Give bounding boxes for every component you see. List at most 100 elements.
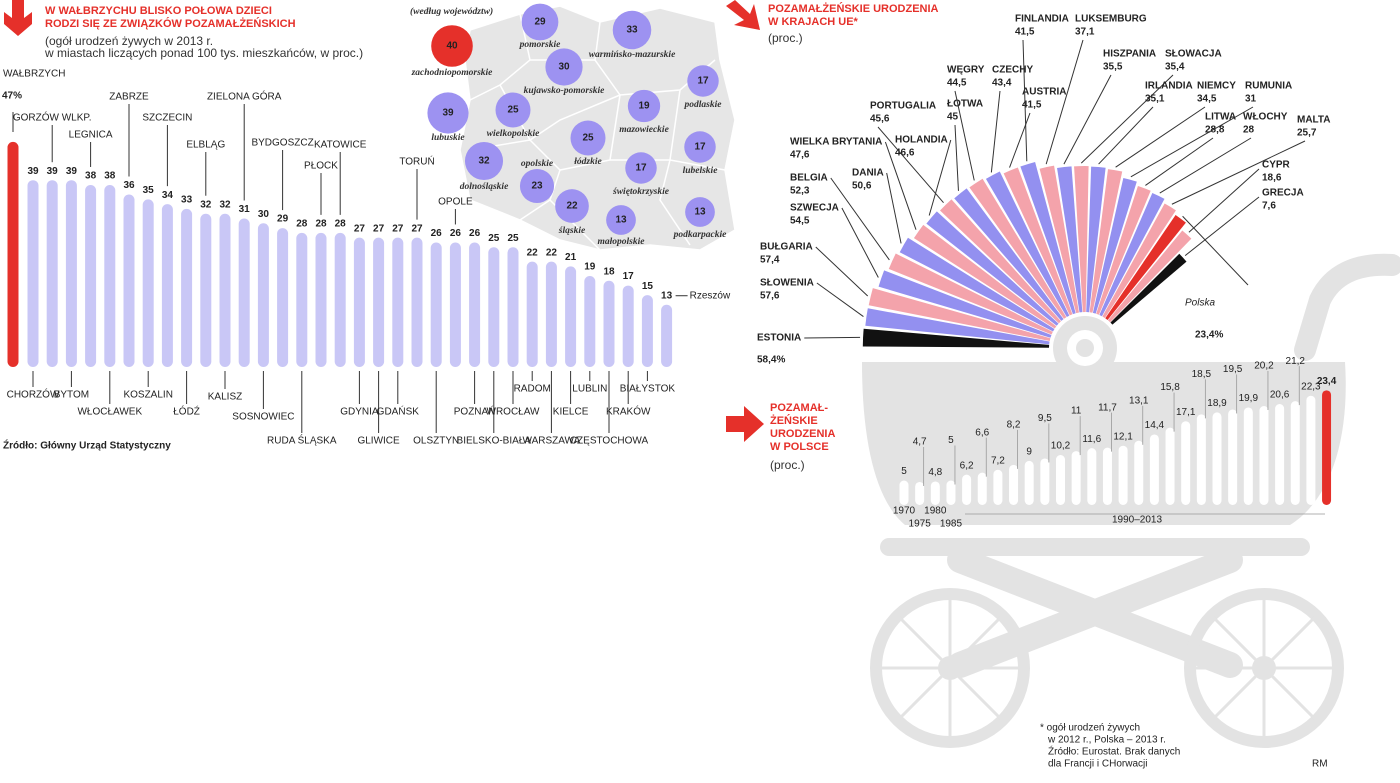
bar <box>27 180 39 367</box>
country-label: CZECHY <box>992 65 1033 76</box>
country-label: CYPR <box>1262 160 1291 171</box>
city-label: BIELSKO-BIAŁA <box>457 436 532 447</box>
hub <box>1076 339 1094 357</box>
bar <box>1149 434 1159 505</box>
fan-segment <box>1057 166 1083 313</box>
country-label: BELGIA <box>790 173 828 184</box>
value-label: 13 <box>661 290 673 301</box>
bar <box>1259 406 1269 505</box>
value-label: 19,5 <box>1223 364 1243 375</box>
region-label: śląskie <box>558 226 586 236</box>
bar <box>257 223 269 367</box>
fan-segment <box>899 237 1055 332</box>
leader-line <box>804 336 861 339</box>
value-label: 39 <box>47 166 59 177</box>
leader-line <box>1098 106 1154 165</box>
leader-line <box>1130 106 1254 178</box>
region-label: łódzkie <box>573 157 602 167</box>
bar <box>373 237 385 367</box>
city-label: SOSNOWIEC <box>232 412 294 423</box>
region-value: 13 <box>694 207 706 218</box>
value-label: 39 <box>66 166 78 177</box>
value-label: 54,5 <box>790 216 810 227</box>
chart-title: W POLSCE <box>770 441 829 453</box>
bar <box>392 237 404 367</box>
value-label: 22 <box>527 247 539 258</box>
bar <box>430 242 442 367</box>
country-label: LITWA <box>1205 112 1236 123</box>
value-label: 19,9 <box>1239 393 1259 404</box>
credit: RM <box>1312 759 1328 770</box>
fan-segment <box>1020 161 1076 315</box>
country-label: WŁOCHY <box>1243 112 1288 123</box>
bar <box>962 474 972 505</box>
value-label: 27 <box>392 223 404 234</box>
fan-segment <box>1086 166 1106 313</box>
chart-title: W WAŁBRZYCHU BLISKO POŁOWA DZIECI <box>45 5 272 17</box>
bar <box>1306 395 1316 505</box>
country-label: WĘGRY <box>947 65 985 76</box>
value-label: 26 <box>450 228 462 239</box>
city-label: BYDGOSZCZ <box>251 138 313 149</box>
country-label: ESTONIA <box>757 333 801 344</box>
bar <box>545 261 557 367</box>
footnote: Źródło: Eurostat. Brak danych <box>1048 745 1180 758</box>
bar <box>7 141 19 367</box>
region-bubble <box>684 131 716 163</box>
value-label: 9 <box>1026 447 1032 458</box>
x-tick-label: 1970 <box>893 506 916 517</box>
region-bubble <box>521 3 559 41</box>
city-label: LEGNICA <box>69 130 113 141</box>
country-label: Polska <box>1185 298 1215 309</box>
value-label: 31 <box>1245 94 1257 105</box>
city-label: GLIWICE <box>357 436 400 447</box>
fan-segment <box>1099 192 1165 317</box>
region-label: mazowieckie <box>619 125 669 135</box>
value-label: 27 <box>411 223 423 234</box>
region-label: podlaskie <box>684 100 723 110</box>
region-value: 13 <box>615 215 627 226</box>
value-label: 39 <box>27 166 39 177</box>
value-label: 5 <box>948 435 954 446</box>
value-label: 27 <box>354 223 366 234</box>
chart-subtitle: (proc.) <box>770 458 805 472</box>
value-label: 26 <box>431 228 443 239</box>
city-label: WAŁBRZYCH <box>3 69 65 80</box>
value-label: 57,6 <box>760 291 780 302</box>
region-label: lubuskie <box>431 133 465 143</box>
country-label: SŁOWENIA <box>760 278 814 289</box>
region-label: kujawsko-pomorskie <box>524 86 606 96</box>
city-label: KATOWICE <box>314 140 367 151</box>
value-label: 38 <box>104 171 116 182</box>
leader-line <box>815 246 869 297</box>
city-label: ZIELONA GÓRA <box>207 90 282 103</box>
value-label: 35,5 <box>1103 62 1123 73</box>
chart-subtitle: w miastach liczących ponad 100 tys. mies… <box>44 46 363 60</box>
region-label: podkarpackie <box>673 230 728 240</box>
value-label: 47% <box>2 91 22 102</box>
bar <box>449 242 461 367</box>
chart-title: POZAMAŁŻEŃSKIE URODZENIA <box>768 2 939 15</box>
city-label: BYTOM <box>54 390 89 401</box>
x-tick-label: 1980 <box>924 506 947 517</box>
city-label: LUBLIN <box>572 384 607 395</box>
fan-segment <box>969 178 1067 319</box>
region-bubble <box>627 89 661 123</box>
chart-subtitle: (proc.) <box>768 31 803 45</box>
region-label: dolnośląskie <box>460 182 509 192</box>
bar <box>85 184 97 367</box>
region-bubble <box>427 92 469 134</box>
city-label: TORUŃ <box>399 155 434 168</box>
city-label: SZCZECIN <box>142 113 192 124</box>
value-label: 35,4 <box>1165 62 1185 73</box>
value-label: 25,7 <box>1297 128 1317 139</box>
leader-line <box>1184 196 1260 256</box>
value-label: 26 <box>469 228 481 239</box>
bar <box>915 481 925 505</box>
value-label: 28 <box>296 219 308 230</box>
value-label: 34 <box>162 190 174 201</box>
x-tick-label: 1985 <box>940 519 963 530</box>
region-bubble <box>431 25 473 67</box>
chart-title: ŻEŃSKIE <box>770 414 818 427</box>
bar <box>1024 460 1034 505</box>
